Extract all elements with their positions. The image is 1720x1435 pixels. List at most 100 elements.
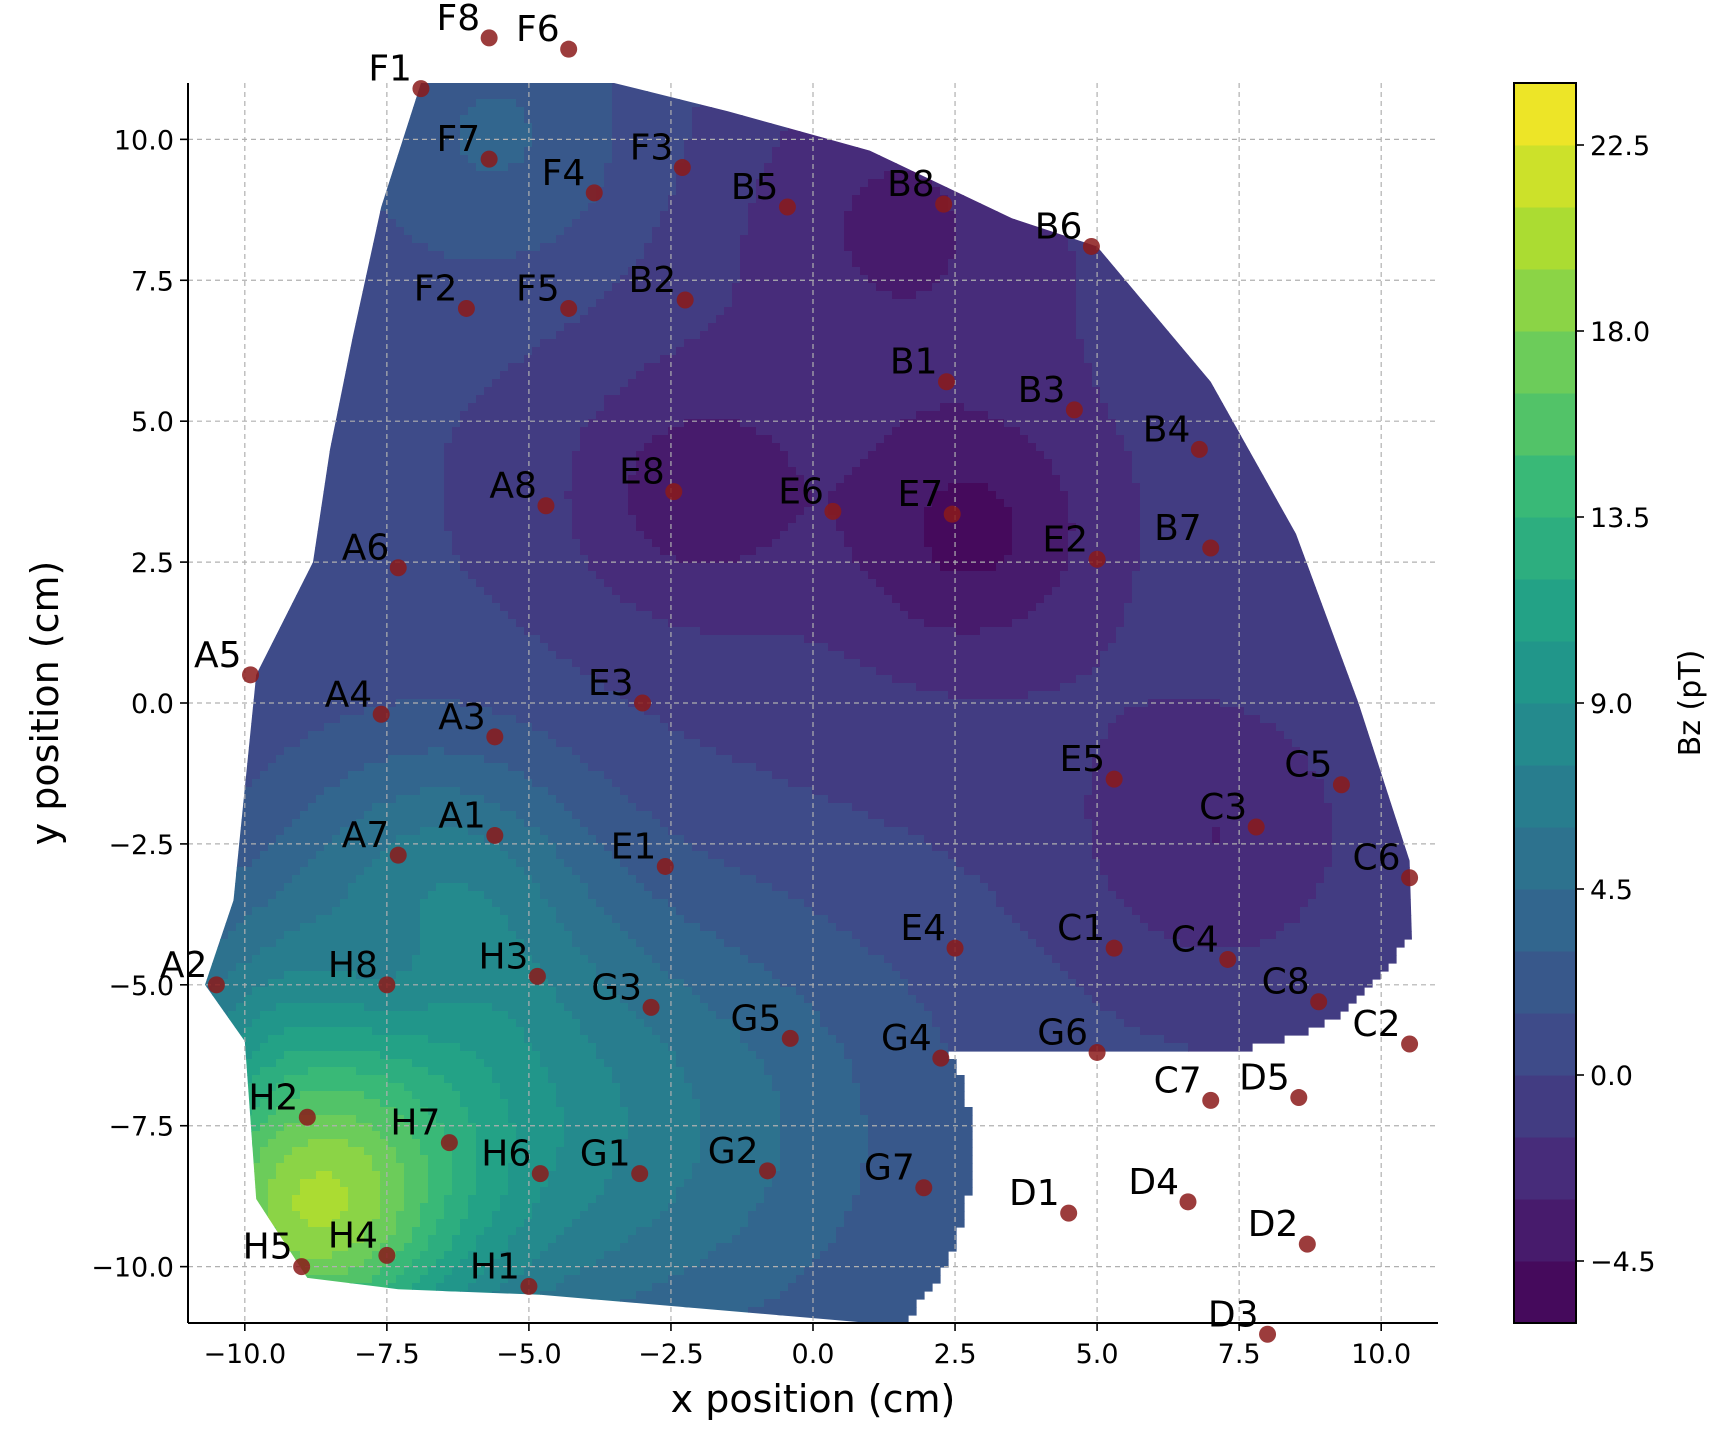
point-label-G7: G7	[864, 1148, 915, 1189]
y-tick-label: −2.5	[108, 830, 174, 861]
point-E6	[824, 502, 842, 520]
point-label-D5: D5	[1239, 1058, 1290, 1099]
point-B7	[1202, 539, 1220, 557]
colorbar-band	[1514, 1261, 1576, 1324]
point-H8	[378, 976, 396, 994]
point-label-E1: E1	[611, 826, 657, 867]
point-G5	[781, 1029, 799, 1047]
x-tick-label: 5.0	[1076, 1339, 1119, 1370]
point-label-A3: A3	[438, 697, 486, 738]
point-label-D4: D4	[1128, 1162, 1179, 1203]
point-label-B4: B4	[1143, 409, 1191, 450]
point-label-F1: F1	[368, 49, 412, 90]
point-label-F2: F2	[414, 268, 458, 309]
point-label-C1: C1	[1057, 908, 1105, 949]
point-layer	[207, 29, 1419, 1343]
colorbar-band	[1514, 207, 1576, 270]
point-F3	[673, 159, 691, 177]
x-tick-label: 10.0	[1351, 1339, 1411, 1370]
point-label-C7: C7	[1154, 1060, 1202, 1101]
point-label-G6: G6	[1037, 1012, 1088, 1053]
point-label-B6: B6	[1035, 206, 1083, 247]
point-G7	[915, 1179, 933, 1197]
point-H2	[298, 1108, 316, 1126]
point-H3	[528, 967, 546, 985]
point-label-H5: H5	[243, 1227, 293, 1268]
point-G4	[932, 1049, 950, 1067]
colorbar-band	[1514, 83, 1576, 146]
point-E8	[665, 483, 683, 501]
colorbar-band	[1514, 393, 1576, 456]
label-layer: A1 A2 A3 A4 A5 A6 A7 A8 B1 B2 B3 B4 B5 B6 B7 B8 C1 C2 C3 C4…	[160, 0, 1401, 1335]
point-label-H4: H4	[328, 1215, 378, 1256]
point-label-G1: G1	[580, 1134, 631, 1175]
point-label-A1: A1	[438, 795, 486, 836]
axis-layer: −10.0 −7.5 −5.0 −2.5 0.0 2.5 5.0 7.5 10.0 −10.0 −7…	[91, 83, 1438, 1370]
point-label-A2: A2	[160, 945, 208, 986]
x-tick-label: −7.5	[354, 1339, 420, 1370]
point-A7	[389, 846, 407, 864]
y-tick-label: 10.0	[114, 125, 174, 156]
point-label-A7: A7	[342, 815, 390, 856]
x-axis-title: x position (cm)	[671, 1377, 956, 1421]
point-label-H7: H7	[390, 1103, 440, 1144]
point-B1	[938, 373, 956, 391]
point-A2	[207, 976, 225, 994]
colorbar-band	[1514, 145, 1576, 208]
point-C1	[1105, 939, 1123, 957]
grid-layer	[188, 83, 1438, 1323]
y-tick-label: −10.0	[91, 1253, 174, 1284]
colorbar-tick-label: −4.5	[1590, 1247, 1656, 1278]
point-G3	[642, 998, 660, 1016]
point-A1	[486, 826, 504, 844]
point-D5	[1290, 1089, 1308, 1107]
point-E5	[1105, 770, 1123, 788]
point-label-A4: A4	[325, 674, 373, 715]
point-F4	[585, 184, 603, 202]
point-label-C6: C6	[1353, 838, 1401, 879]
point-label-F3: F3	[630, 128, 674, 169]
point-label-C8: C8	[1262, 962, 1310, 1003]
point-B2	[676, 291, 694, 309]
point-B4	[1190, 440, 1208, 458]
x-tick-label: −5.0	[496, 1339, 562, 1370]
point-B6	[1082, 237, 1100, 255]
y-tick-label: 2.5	[131, 548, 174, 579]
point-C8	[1310, 993, 1328, 1011]
colorbar-tick-label: 22.5	[1590, 131, 1650, 162]
point-label-H1: H1	[470, 1246, 520, 1287]
y-tick-label: −5.0	[108, 971, 174, 1002]
point-label-G4: G4	[881, 1018, 932, 1059]
point-F1	[412, 80, 430, 98]
colorbar-band	[1514, 579, 1576, 642]
point-F8	[480, 29, 498, 47]
colorbar-band	[1514, 269, 1576, 332]
point-E4	[946, 939, 964, 957]
point-E3	[634, 694, 652, 712]
point-A8	[537, 497, 555, 515]
point-label-B8: B8	[887, 164, 935, 205]
point-label-B5: B5	[731, 167, 779, 208]
point-label-H6: H6	[481, 1134, 531, 1175]
point-G6	[1088, 1043, 1106, 1061]
colorbar-band	[1514, 827, 1576, 890]
point-label-E6: E6	[778, 471, 824, 512]
colorbar-band	[1514, 703, 1576, 766]
point-H1	[520, 1277, 538, 1295]
colorbar-tick-label: 13.5	[1590, 503, 1650, 534]
point-label-C3: C3	[1199, 787, 1247, 828]
x-tick-label: 0.0	[792, 1339, 835, 1370]
point-C3	[1247, 818, 1265, 836]
colorbar: −4.5 0.0 4.5 9.0 13.5 18.0 22.5	[1513, 82, 1656, 1324]
point-label-H2: H2	[248, 1077, 298, 1118]
point-label-E3: E3	[588, 663, 634, 704]
point-label-F7: F7	[437, 119, 481, 160]
point-label-C5: C5	[1284, 745, 1332, 786]
point-label-C2: C2	[1353, 1004, 1401, 1045]
point-B5	[778, 198, 796, 216]
point-label-H8: H8	[328, 945, 378, 986]
colorbar-tick-label: 0.0	[1590, 1061, 1633, 1092]
y-tick-label: 7.5	[131, 266, 174, 297]
